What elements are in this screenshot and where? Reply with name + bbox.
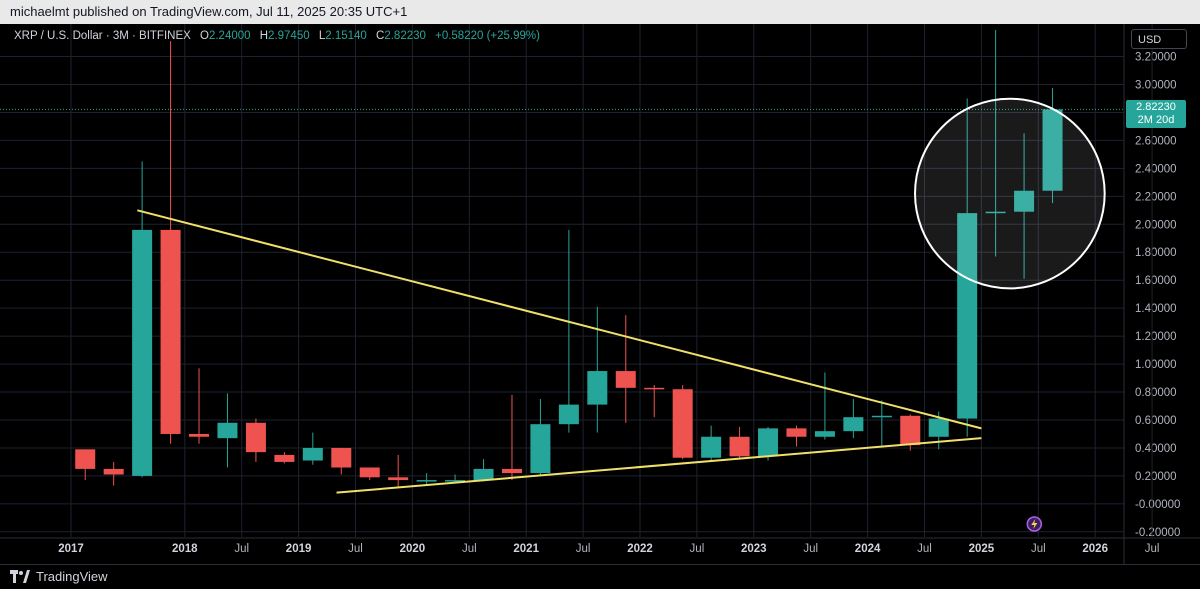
symbol-legend: XRP / U.S. Dollar · 3M · BITFINEX O2.240… [14,30,540,42]
candle-body [1014,190,1035,212]
candle-body [103,468,124,475]
trendline-lower [336,437,982,494]
candle-body [160,229,181,434]
y-tick-label: 3.20000 [1135,52,1177,64]
candle-body [786,428,807,437]
y-tick-label: 0.60000 [1135,415,1177,427]
candle-body [217,422,238,439]
y-tick-label: 0.20000 [1135,471,1177,483]
legend-low-label: L [318,30,326,42]
y-tick-label: 2.60000 [1135,135,1177,147]
y-tick-label: 1.60000 [1135,275,1177,287]
candle-body [928,418,949,437]
candle-body [615,371,636,388]
candlestick-chart[interactable]: 3.200003.000002.800002.600002.400002.200… [0,24,1200,564]
legend-high-label: H [259,30,269,42]
y-tick-label: -0.00000 [1135,499,1180,511]
candle-body [587,371,608,405]
x-tick-label: 2018 [172,543,198,555]
x-tick-label: 2026 [1082,543,1108,555]
tradingview-logo-icon [10,569,30,584]
published-text: michaelmt published on TradingView.com, … [10,4,408,19]
candle-body [843,417,864,432]
x-tick-label: 2021 [513,543,539,555]
y-tick-label: 1.20000 [1135,331,1177,343]
x-tick-label: Jul [1031,543,1046,555]
x-tick-label: 2022 [627,543,653,555]
candle-body [701,436,722,458]
y-tick-label: 3.00000 [1135,80,1177,92]
trendline-upper [137,209,982,430]
legend-high-value: 2.97450 [268,30,310,42]
candle-body [245,422,266,453]
legend-open-value: 2.24000 [208,30,251,42]
candle-body [302,447,323,461]
candle-body [473,468,494,481]
candle-body [274,454,295,462]
candle-body [900,415,921,446]
bar-countdown: 2M 20d [1137,114,1175,126]
currency-button[interactable]: USD [1131,29,1187,49]
brand-name: TradingView [36,569,108,584]
candle-body [985,211,1006,214]
y-tick-label: 2.00000 [1135,219,1177,231]
legend-symbol: XRP / U.S. Dollar · 3M · BITFINEX [14,30,191,42]
candle-body [331,447,352,468]
candle-body [758,428,779,457]
y-tick-label: 2.20000 [1135,191,1177,203]
x-tick-label: Jul [234,543,249,555]
x-tick-label: 2023 [741,543,767,555]
legend-open-label: O [200,30,209,42]
candle-body [132,229,153,476]
tradingview-brand[interactable]: TradingView [10,569,108,584]
candle-body [189,433,210,437]
last-price-tag: 2.82230 2M 20d [1126,100,1186,128]
candle-body [644,387,665,390]
y-tick-label: 2.40000 [1135,163,1177,175]
candle-body [530,424,551,474]
lightning-bolt-glyph [1031,519,1038,529]
x-tick-label: Jul [348,543,363,555]
x-tick-label: 2020 [400,543,426,555]
x-tick-label: Jul [462,543,477,555]
candle-body [814,431,835,437]
chart-area[interactable]: 3.200003.000002.800002.600002.400002.200… [0,24,1200,564]
candle-body [1042,109,1063,191]
candle-body [729,436,750,457]
y-tick-label: 1.40000 [1135,303,1177,315]
published-banner: michaelmt published on TradingView.com, … [0,0,1200,24]
y-tick-label: -0.20000 [1135,527,1180,539]
x-tick-label: Jul [576,543,591,555]
legend-low-value: 2.15140 [325,30,367,42]
x-tick-label: Jul [1145,543,1160,555]
x-tick-label: 2025 [969,543,995,555]
candle-body [388,477,409,481]
x-tick-label: Jul [917,543,932,555]
y-tick-label: 0.40000 [1135,443,1177,455]
candle-body [416,480,437,482]
candle-body [672,389,693,458]
footer-bar: TradingView [0,564,1200,589]
candle-body [445,480,466,482]
candle-body [75,449,96,469]
x-tick-label: 2017 [58,543,84,555]
legend-close-label: C [376,30,385,42]
candle-body [957,213,978,419]
legend-change: +0.58220 (+25.99%) [435,30,540,42]
y-tick-label: 1.00000 [1135,359,1177,371]
last-price-value: 2.82230 [1136,101,1176,113]
x-tick-label: 2019 [286,543,312,555]
y-tick-label: 1.80000 [1135,247,1177,259]
highlight-circle [914,97,1106,290]
x-tick-label: 2024 [855,543,881,555]
candle-body [558,404,579,425]
legend-close-value: 2.82230 [384,30,426,42]
candle-body [359,467,380,478]
y-tick-label: 0.80000 [1135,387,1177,399]
x-tick-label: Jul [690,543,705,555]
x-tick-label: Jul [803,543,818,555]
candle-body [501,468,522,474]
candle-body [871,415,892,418]
